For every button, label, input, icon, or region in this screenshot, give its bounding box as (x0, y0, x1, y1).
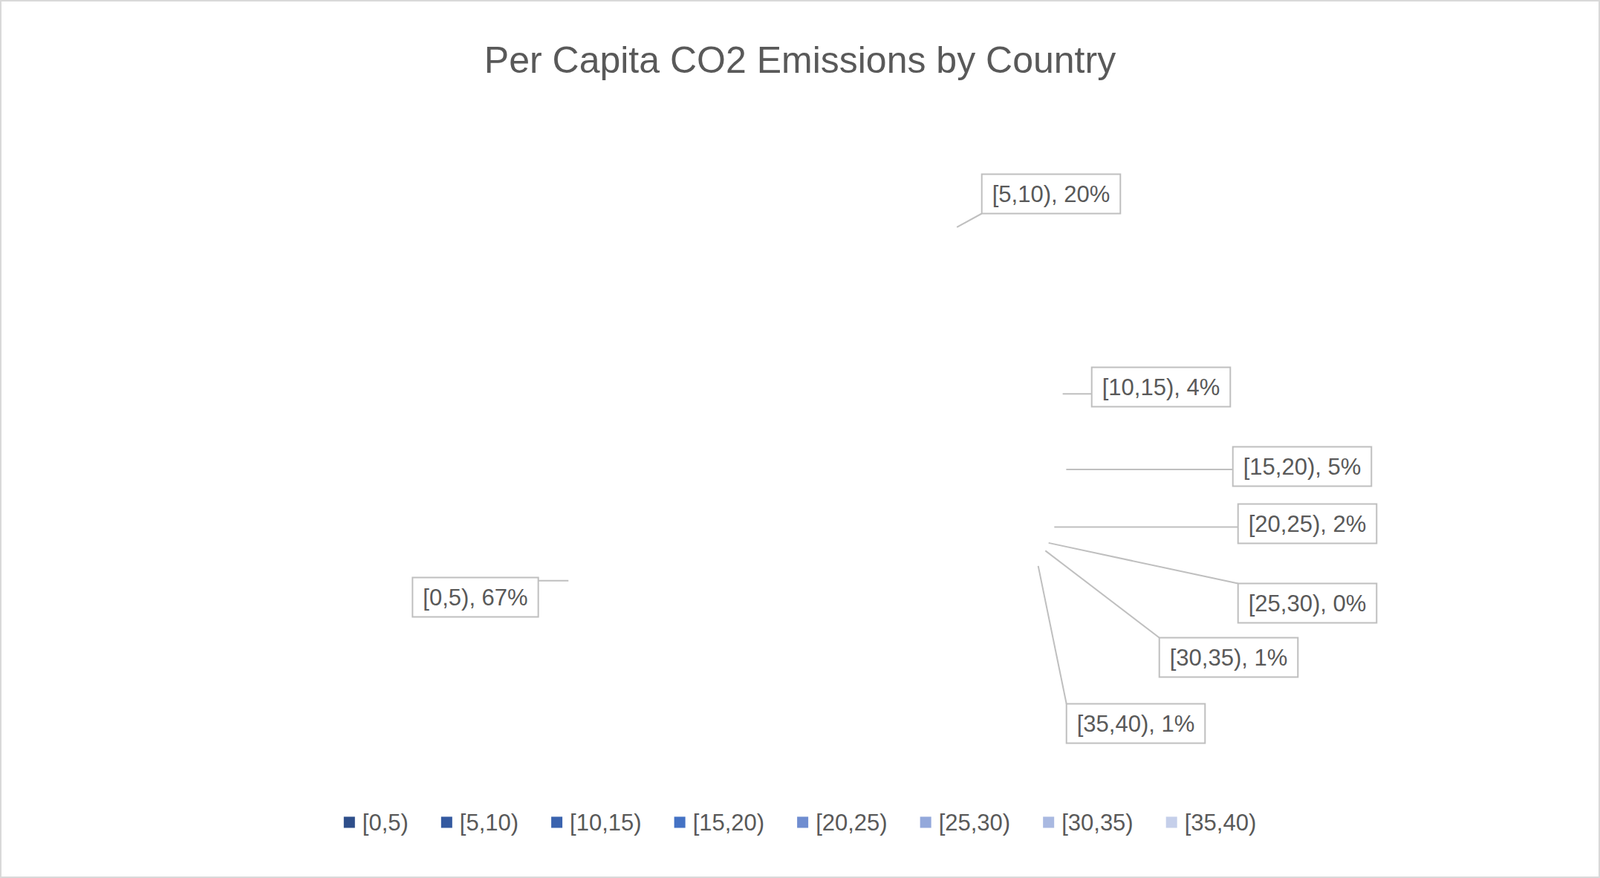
data-label-value: 20% (1063, 181, 1110, 208)
legend-swatch (343, 817, 356, 829)
leader-line (956, 213, 982, 228)
leader-lines (538, 213, 1239, 705)
pie-slice (799, 361, 1067, 445)
legend-label: [0,5) (362, 809, 409, 836)
data-label: [20,25), 2% (1238, 504, 1378, 544)
leader-line (1054, 526, 1238, 529)
data-label-value: 1% (1253, 644, 1288, 671)
pie-slice (799, 176, 1055, 445)
pie-slice (799, 444, 1060, 543)
data-label-text: [30,35), 1% (1169, 644, 1289, 671)
pie-slice (799, 444, 1043, 574)
chart-title: Per Capita CO2 Emissions by Country (484, 39, 1116, 81)
data-label-separator: , (1241, 644, 1254, 671)
data-label-separator: , (1173, 374, 1187, 401)
data-label-box (1233, 447, 1372, 487)
data-label-value: 5% (1327, 453, 1361, 480)
legend-item: [20,25) (797, 809, 888, 836)
data-label-category: [35,40) (1077, 710, 1150, 737)
legend-label: [30,35) (1061, 809, 1134, 836)
leader-line (1065, 468, 1233, 471)
data-label: [15,20), 5% (1233, 447, 1372, 487)
data-label-category: [5,10) (992, 181, 1052, 208)
legend-item: [25,30) (920, 809, 1011, 836)
legend-item: [30,35) (1042, 809, 1134, 836)
data-label-text: [15,20), 5% (1243, 453, 1362, 480)
data-label-box (1066, 704, 1206, 744)
legend-swatch (1042, 817, 1055, 829)
legend-item: [5,10) (441, 809, 519, 836)
legend-item: [10,15) (551, 809, 642, 836)
leader-line (1038, 566, 1067, 705)
legend-swatch (1166, 817, 1178, 829)
legend-swatch (674, 817, 686, 829)
legend-swatch (551, 817, 563, 829)
data-label-separator: , (1148, 710, 1162, 737)
legend-label: [10,15) (569, 809, 642, 836)
data-label-separator: , (1319, 511, 1333, 538)
legend-label: [20,25) (815, 809, 888, 836)
leader-line (1045, 550, 1159, 638)
data-labels: [0,5), 67% [5,10), 20% [10,15), 4% [15,20),… (412, 174, 1377, 744)
legend-label: [15,20) (693, 809, 766, 836)
data-label-category: [30,35) (1169, 644, 1242, 671)
data-label: [30,35), 1% (1159, 638, 1299, 678)
data-label-box (412, 577, 538, 618)
data-label-category: [15,20) (1243, 453, 1316, 480)
pie-slice (799, 444, 1049, 559)
data-label-category: [0,5) (422, 584, 469, 611)
pie (531, 176, 1068, 713)
chart-frame (0, 0, 1600, 878)
leader-line (538, 580, 569, 582)
data-label-value: 67% (482, 584, 529, 611)
pie-slice (531, 176, 1034, 713)
legend-label: [35,40) (1184, 809, 1257, 836)
data-label-category: [20,25) (1248, 511, 1321, 538)
data-label-separator: , (468, 584, 482, 611)
data-label-separator: , (1051, 181, 1064, 208)
data-label-box (1091, 367, 1231, 408)
legend-swatch (797, 817, 809, 829)
data-label-separator: , (1314, 453, 1328, 480)
legend-label: [5,10) (459, 809, 519, 836)
data-label-separator: , (1319, 590, 1333, 617)
data-label-category: [25,30) (1248, 590, 1321, 617)
legend-item: [35,40) (1166, 809, 1257, 836)
legend: [0,5) [5,10) [10,15) [15,20) [20,25) [25,30) [… (343, 809, 1257, 836)
legend-swatch (920, 817, 932, 829)
data-label: [5,10), 20% (981, 174, 1121, 214)
data-label-box (1238, 583, 1378, 624)
pie-slice (799, 444, 1049, 543)
data-label-value: 1% (1161, 710, 1195, 737)
data-label-box (1238, 504, 1378, 544)
data-label-value: 2% (1332, 511, 1367, 538)
data-label-value: 0% (1332, 590, 1367, 617)
data-label-value: 4% (1186, 374, 1220, 401)
data-label-text: [0,5), 67% (422, 584, 528, 611)
data-label-text: [35,40), 1% (1077, 710, 1196, 737)
data-label: [25,30), 0% (1238, 583, 1378, 624)
data-label-text: [5,10), 20% (992, 181, 1111, 208)
legend-label: [25,30) (938, 809, 1011, 836)
data-label-text: [25,30), 0% (1248, 590, 1367, 617)
chart: Per Capita CO2 Emissions by Country [0,5)… (0, 0, 1600, 878)
leader-line (1048, 542, 1239, 584)
data-label-box (1159, 638, 1299, 678)
legend-swatch (441, 817, 453, 829)
data-label-text: [20,25), 2% (1248, 511, 1367, 538)
leader-line (1062, 392, 1092, 395)
data-label: [35,40), 1% (1066, 704, 1206, 744)
legend-item: [0,5) (343, 809, 409, 836)
data-label: [10,15), 4% (1091, 367, 1231, 408)
data-label-category: [10,15) (1102, 374, 1175, 401)
data-label: [0,5), 67% (412, 577, 538, 618)
data-label-box (981, 174, 1121, 214)
data-label-text: [10,15), 4% (1102, 374, 1221, 401)
pie-slice (799, 427, 1068, 511)
legend-item: [15,20) (674, 809, 766, 836)
